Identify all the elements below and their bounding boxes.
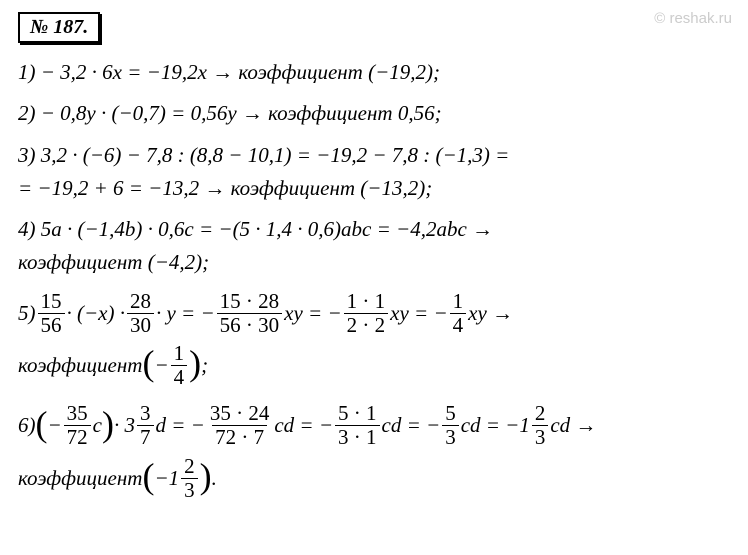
denominator: 72 · 7 [212,425,267,448]
fraction: 5 3 [442,403,459,448]
fraction: 15 · 28 56 · 30 [217,291,283,336]
fraction: 3 7 [137,403,154,448]
problem-number-box: № 187. [18,12,100,43]
solution-line-4b: коэффициент (−4,2); [18,249,730,276]
numerator: 35 · 24 [207,403,273,425]
paren-open: ( [36,401,48,448]
fraction: 15 56 [38,291,65,336]
denominator: 3 [442,425,459,448]
paren-close: ) [200,453,212,500]
solution-line-2: 2) − 0,8y · (−0,7) = 0,56y → коэффициент… [18,100,730,127]
text: cd = −1 [461,412,530,439]
denominator: 7 [137,425,154,448]
text: коэффициент [18,352,142,379]
numerator: 1 · 1 [344,291,389,313]
fraction: 35 · 24 72 · 7 [207,403,273,448]
numerator: 5 · 1 [335,403,380,425]
solution-line-4a: 4) 5a · (−1,4b) · 0,6c = −(5 · 1,4 · 0,6… [18,216,730,243]
fraction: 1 · 1 2 · 2 [344,291,389,336]
paren-open: ( [142,340,154,387]
denominator: 56 · 30 [217,313,283,336]
denominator: 3 [181,478,198,501]
text: 5) [18,300,36,327]
numerator: 2 [532,403,549,425]
text: · 3 [114,412,135,439]
denominator: 3 [532,425,549,448]
fraction: 5 · 1 3 · 1 [335,403,380,448]
solution-line-1: 1) − 3,2 · 6x = −19,2x → коэффициент (−1… [18,59,730,86]
paren-close: ) [102,401,114,448]
text: коэффициент (−4,2); [18,249,209,276]
solution-line-3a: 3) 3,2 · (−6) − 7,8 : (8,8 − 10,1) = −19… [18,142,730,169]
text: −1 [154,465,179,492]
numerator: 15 [38,291,65,313]
text: ; [201,352,208,379]
paren-close: ) [189,340,201,387]
text: − [48,412,62,439]
denominator: 3 · 1 [335,425,380,448]
numerator: 15 · 28 [217,291,283,313]
fraction: 1 4 [450,291,467,336]
solution-line-5a: 5) 15 56 · (−x) · 28 30 · y = − 15 · 28 … [18,291,730,336]
text: − [154,352,168,379]
watermark: © reshak.ru [654,10,732,27]
numerator: 3 [137,403,154,425]
text: 4) 5a · (−1,4b) · 0,6c = −(5 · 1,4 · 0,6… [18,216,493,243]
text: d = − [156,412,205,439]
text: cd = − [274,412,333,439]
denominator: 72 [64,425,91,448]
denominator: 4 [450,313,467,336]
text: = −19,2 + 6 = −13,2 → коэффициент (−13,2… [18,175,432,202]
fraction: 1 4 [171,343,188,388]
text: коэффициент [18,465,142,492]
denominator: 30 [127,313,154,336]
fraction: 28 30 [127,291,154,336]
numerator: 5 [442,403,459,425]
numerator: 1 [450,291,467,313]
text: xy = − [390,300,447,327]
text: c [93,412,102,439]
text: 3) 3,2 · (−6) − 7,8 : (8,8 − 10,1) = −19… [18,142,509,169]
fraction: 2 3 [181,456,198,501]
text: xy → [468,300,513,327]
paren-open: ( [142,453,154,500]
numerator: 35 [64,403,91,425]
solution-line-6a: 6) ( − 35 72 c ) · 3 3 7 d = − 35 · 24 7… [18,403,730,450]
text: · y = − [156,300,215,327]
numerator: 1 [171,343,188,365]
text: cd = − [382,412,441,439]
fraction: 2 3 [532,403,549,448]
text: · (−x) · [67,300,125,327]
text: 6) [18,412,36,439]
denominator: 2 · 2 [344,313,389,336]
denominator: 56 [38,313,65,336]
text: . [212,465,217,492]
numerator: 28 [127,291,154,313]
numerator: 2 [181,456,198,478]
solution-line-6b: коэффициент ( −1 2 3 ) . [18,455,730,502]
text: xy = − [284,300,341,327]
denominator: 4 [171,365,188,388]
solution-line-5b: коэффициент ( − 1 4 ) ; [18,342,730,389]
text: 2) − 0,8y · (−0,7) = 0,56y → коэффициент… [18,100,442,127]
text: 1) − 3,2 · 6x = −19,2x → коэффициент (−1… [18,59,440,86]
solution-line-3b: = −19,2 + 6 = −13,2 → коэффициент (−13,2… [18,175,730,202]
fraction: 35 72 [64,403,91,448]
text: cd → [550,412,596,439]
